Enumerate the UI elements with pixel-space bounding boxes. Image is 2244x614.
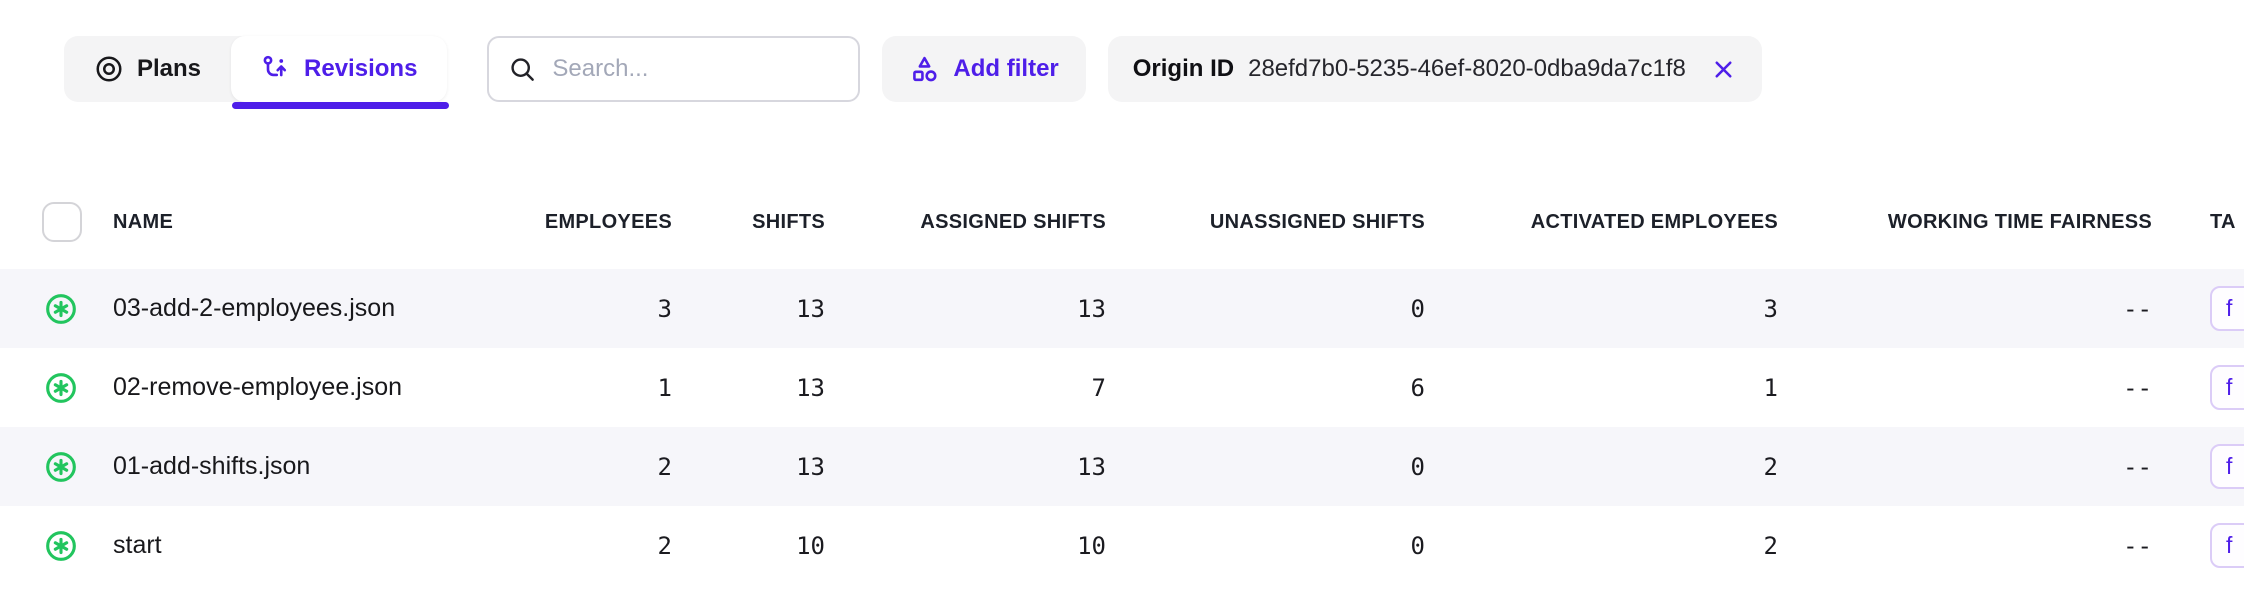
table-header-row: NAME EMPLOYEES SHIFTS ASSIGNED SHIFTS UN… [0, 196, 2244, 248]
filter-chip-origin-id: Origin ID 28efd7b0-5235-46ef-8020-0dba9d… [1107, 36, 1762, 102]
tab-revisions-label: Revisions [304, 55, 418, 82]
col-header-activated-employees: ACTIVATED EMPLOYEES [1530, 210, 1778, 233]
cell-tags: f [2152, 523, 2244, 568]
table-row[interactable]: start 2 10 10 0 2 -- f [0, 506, 2244, 585]
git-branch-icon [263, 55, 287, 77]
tab-plans-label: Plans [137, 55, 202, 82]
cell-working-time-fairness: -- [2123, 531, 2152, 560]
tag-badge[interactable]: f [2210, 444, 2244, 489]
cell-tags: f [2152, 365, 2244, 410]
revision-name: start [113, 531, 162, 559]
add-filter-button[interactable]: Add filter [882, 36, 1086, 102]
toolbar: Plans Revisions Add filter Origin ID [64, 36, 1762, 109]
cell-activated-employees: 1 [1763, 373, 1778, 402]
col-header-shifts: SHIFTS [752, 210, 825, 233]
row-status-cell [0, 450, 113, 484]
filter-chip-label: Origin ID [1132, 55, 1235, 82]
close-icon[interactable] [1710, 56, 1737, 83]
cell-shifts: 13 [796, 373, 825, 402]
cell-activated-employees: 2 [1763, 531, 1778, 560]
header-checkbox-cell [0, 202, 113, 242]
search-box [487, 36, 861, 102]
revision-name: 03-add-2-employees.json [113, 294, 396, 322]
col-header-name: NAME [113, 210, 174, 233]
col-header-assigned-shifts: ASSIGNED SHIFTS [920, 210, 1106, 233]
cell-employees: 2 [657, 531, 672, 560]
cell-activated-employees: 2 [1763, 452, 1778, 481]
tag-badge[interactable]: f [2210, 365, 2244, 410]
search-input[interactable] [552, 55, 840, 83]
cell-employees: 2 [657, 452, 672, 481]
col-header-working-time-fairness: WORKING TIME FAIRNESS [1887, 210, 2152, 233]
table-row[interactable]: 02-remove-employee.json 1 13 7 6 1 -- f [0, 348, 2244, 427]
view-tab-group: Plans Revisions [64, 36, 450, 109]
col-header-unassigned-shifts: UNASSIGNED SHIFTS [1209, 210, 1425, 233]
row-status-cell [0, 371, 113, 405]
cell-tags: f [2152, 444, 2244, 489]
search-icon [511, 57, 535, 81]
tab-revisions[interactable]: Revisions [231, 36, 450, 109]
cell-activated-employees: 3 [1763, 294, 1778, 323]
revisions-table: NAME EMPLOYEES SHIFTS ASSIGNED SHIFTS UN… [0, 196, 2244, 585]
asterisk-circle-icon [46, 530, 76, 561]
cell-unassigned-shifts: 6 [1410, 373, 1425, 402]
asterisk-circle-icon [46, 372, 76, 403]
cell-assigned-shifts: 13 [1077, 452, 1106, 481]
cell-employees: 1 [657, 373, 672, 402]
table-row[interactable]: 01-add-shifts.json 2 13 13 0 2 -- f [0, 427, 2244, 506]
row-status-cell [0, 292, 113, 326]
cell-working-time-fairness: -- [2123, 373, 2152, 402]
tag-badge[interactable]: f [2210, 523, 2244, 568]
revision-name: 02-remove-employee.json [113, 373, 403, 401]
tab-plans[interactable]: Plans [64, 36, 231, 102]
tag-badge[interactable]: f [2210, 286, 2244, 331]
table-body: 03-add-2-employees.json 3 13 13 0 3 -- f… [0, 269, 2244, 585]
asterisk-circle-icon [46, 451, 76, 482]
col-header-employees: EMPLOYEES [544, 210, 672, 233]
asterisk-circle-icon [46, 293, 76, 324]
cell-unassigned-shifts: 0 [1410, 294, 1425, 323]
cell-shifts: 13 [796, 294, 825, 323]
select-all-checkbox[interactable] [42, 202, 82, 242]
cell-shifts: 13 [796, 452, 825, 481]
cell-unassigned-shifts: 0 [1410, 531, 1425, 560]
cell-unassigned-shifts: 0 [1410, 452, 1425, 481]
cell-assigned-shifts: 10 [1077, 531, 1106, 560]
cell-assigned-shifts: 7 [1091, 373, 1106, 402]
add-filter-label: Add filter [953, 55, 1059, 82]
cell-working-time-fairness: -- [2123, 452, 2152, 481]
cell-assigned-shifts: 13 [1077, 294, 1106, 323]
disc-icon [96, 56, 122, 82]
cell-employees: 3 [657, 294, 672, 323]
col-header-tags: TA [2210, 210, 2236, 233]
row-status-cell [0, 529, 113, 563]
table-row[interactable]: 03-add-2-employees.json 3 13 13 0 3 -- f [0, 269, 2244, 348]
filter-chip-value: 28efd7b0-5235-46ef-8020-0dba9da7c1f8 [1248, 55, 1686, 82]
cell-shifts: 10 [796, 531, 825, 560]
cell-working-time-fairness: -- [2123, 294, 2152, 323]
shapes-icon [913, 56, 937, 81]
revision-name: 01-add-shifts.json [113, 452, 311, 480]
cell-tags: f [2152, 286, 2244, 331]
